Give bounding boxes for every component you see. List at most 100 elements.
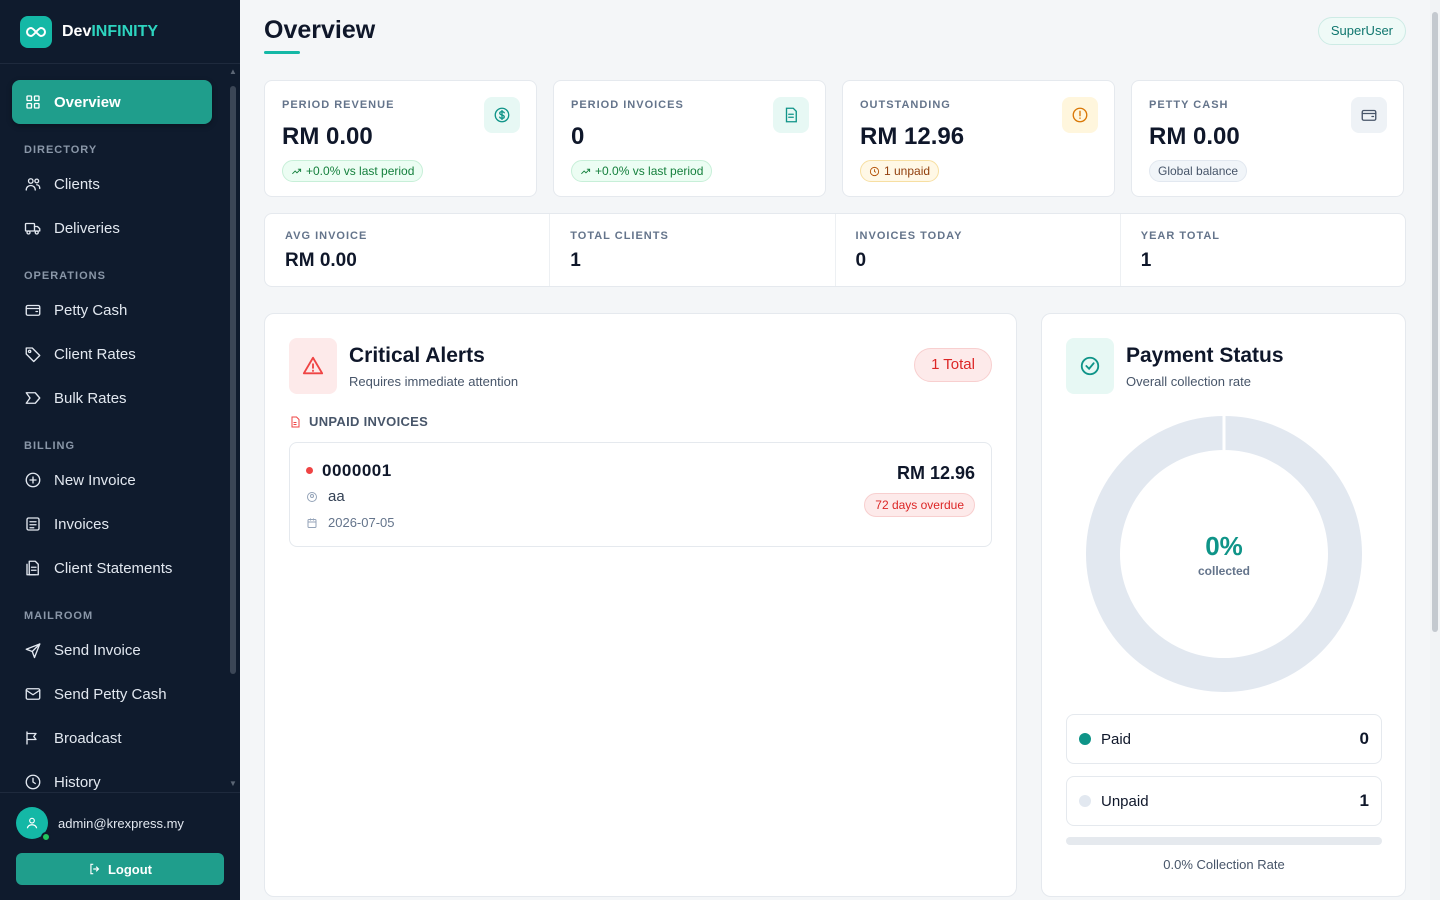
- payment-status-panel: Payment Status Overall collection rate 0…: [1041, 313, 1406, 897]
- sidebar-item-label: Bulk Rates: [54, 389, 127, 407]
- unpaid-dot: [1079, 795, 1091, 807]
- stat-label: PETTY CASH: [1149, 99, 1229, 111]
- users-icon: [25, 178, 41, 191]
- legend-paid: Paid 0: [1066, 714, 1382, 764]
- mini-stat-label: YEAR TOTAL: [1140, 230, 1221, 242]
- paid-dot: [1079, 733, 1091, 745]
- overdue-badge: 72 days overdue: [864, 493, 975, 517]
- collection-rate-bar: [1066, 837, 1382, 845]
- stat-label: OUTSTANDING: [860, 99, 951, 111]
- invoice-alert-item[interactable]: 0000001 aa 2026-07-05 RM 12.96 72 days o…: [289, 442, 992, 547]
- stat-card-period-invoices: PERIOD INVOICES 0 +0.0% vs last period: [553, 80, 826, 197]
- file-icon: [773, 97, 809, 133]
- sidebar-item-label: Overview: [54, 93, 121, 111]
- main-scroll-thumb[interactable]: [1432, 12, 1438, 632]
- trend-up-icon: [581, 168, 591, 174]
- mini-stat-value: RM 0.00: [285, 250, 357, 271]
- plus-circle-icon: [25, 472, 41, 488]
- invoice-client: aa: [306, 488, 345, 505]
- invoice-number: 0000001: [322, 461, 392, 480]
- stat-value: RM 0.00: [282, 123, 373, 150]
- send-icon: [25, 643, 41, 659]
- scroll-down-arrow-icon[interactable]: ▼: [229, 779, 237, 788]
- avatar[interactable]: [16, 807, 51, 842]
- sidebar-scroll-thumb[interactable]: [230, 86, 236, 674]
- sidebar-item-label: Client Rates: [54, 345, 136, 363]
- sidebar-item-send-invoice[interactable]: Send Invoice: [12, 628, 212, 672]
- mini-stat-value: 1: [570, 250, 581, 271]
- tag-icon: [25, 347, 41, 363]
- sidebar-item-overview[interactable]: Overview: [12, 80, 212, 124]
- user-email: admin@krexpress.my: [58, 815, 184, 831]
- sidebar-item-client-statements[interactable]: Client Statements: [12, 546, 212, 590]
- title-underline: [264, 51, 300, 54]
- megaphone-icon: [26, 731, 37, 745]
- check-circle-icon: [1066, 338, 1114, 394]
- invoice-amount: RM 12.96: [896, 463, 975, 483]
- calendar-icon: [307, 518, 317, 528]
- trend-up-icon: [292, 168, 302, 174]
- brand-name: DevINFINITY: [62, 22, 159, 40]
- stat-card-petty-cash: PETTY CASH RM 0.00 Global balance: [1131, 80, 1404, 197]
- sidebar-item-label: Send Petty Cash: [54, 685, 167, 703]
- collected-percent: 0%: [1205, 530, 1243, 561]
- stat-label: PERIOD REVENUE: [282, 99, 395, 111]
- role-badge[interactable]: SuperUser: [1317, 17, 1406, 45]
- sidebar-item-bulk-rates[interactable]: Bulk Rates: [12, 376, 212, 420]
- main-content: Overview SuperUser PERIOD REVENUE RM 0.00…: [240, 0, 1430, 900]
- mini-stat-label: AVG INVOICE: [285, 230, 368, 242]
- receipt-icon: [26, 517, 40, 531]
- main-scrollbar[interactable]: [1430, 0, 1440, 900]
- sidebar-item-label: Petty Cash: [54, 301, 128, 319]
- label-icon: [25, 392, 41, 404]
- user-icon: [26, 817, 38, 829]
- sidebar-item-petty-cash[interactable]: Petty Cash: [12, 288, 212, 332]
- sidebar-scrollbar[interactable]: ▲ ▼: [228, 67, 237, 788]
- sidebar-item-invoices[interactable]: Invoices: [12, 502, 212, 546]
- collection-rate-text: 0.0% Collection Rate: [1163, 857, 1285, 872]
- overdue-dot: [306, 467, 313, 474]
- user-panel: admin@krexpress.my Logout: [0, 792, 240, 900]
- file-icon: [291, 416, 300, 427]
- unpaid-count: 1: [1359, 791, 1369, 810]
- nav-section-billing: BILLING: [24, 440, 75, 452]
- invoice-date: 2026-07-05: [306, 515, 395, 530]
- wallet-icon: [1351, 97, 1387, 133]
- client-icon: [307, 491, 317, 502]
- clock-icon: [869, 166, 880, 176]
- collection-donut: 0% collected: [1086, 416, 1362, 692]
- payment-title: Payment Status: [1126, 344, 1284, 367]
- stat-value: RM 12.96: [860, 123, 965, 150]
- sidebar-item-history[interactable]: History: [12, 760, 212, 792]
- mini-stat-year-total: YEAR TOTAL 1: [1121, 214, 1405, 286]
- sidebar-item-new-invoice[interactable]: New Invoice: [12, 458, 212, 502]
- sidebar-item-clients[interactable]: Clients: [12, 162, 212, 206]
- stat-card-period-revenue: PERIOD REVENUE RM 0.00 +0.0% vs last perio…: [264, 80, 537, 197]
- online-status-dot: [41, 832, 51, 842]
- logout-icon: [90, 863, 100, 875]
- paid-count: 0: [1359, 729, 1369, 748]
- sidebar-item-broadcast[interactable]: Broadcast: [12, 716, 212, 760]
- payment-subtitle: Overall collection rate: [1126, 374, 1251, 389]
- nav-section-directory: DIRECTORY: [24, 144, 98, 156]
- alerts-total-badge: 1 Total: [914, 348, 992, 382]
- sidebar-item-label: Send Invoice: [54, 641, 141, 659]
- sidebar-item-client-rates[interactable]: Client Rates: [12, 332, 212, 376]
- alerts-title: Critical Alerts: [349, 344, 485, 367]
- sidebar-item-send-petty-cash[interactable]: Send Petty Cash: [12, 672, 212, 716]
- stat-trend-pill: +0.0% vs last period: [571, 160, 713, 182]
- sidebar-item-deliveries[interactable]: Deliveries: [12, 206, 212, 250]
- alert-circle-icon: [1062, 97, 1098, 133]
- document-icon: [26, 560, 39, 576]
- page-title: Overview: [264, 16, 376, 44]
- stat-trend-pill: +0.0% vs last period: [282, 160, 424, 182]
- unpaid-invoices-heading: UNPAID INVOICES: [289, 414, 428, 429]
- mini-stat-value: 0: [855, 250, 867, 271]
- brand[interactable]: DevINFINITY: [0, 0, 240, 64]
- scroll-up-arrow-icon[interactable]: ▲: [229, 67, 237, 76]
- mini-stat-avg-invoice: AVG INVOICE RM 0.00: [265, 214, 551, 286]
- mini-stat-label: TOTAL CLIENTS: [570, 230, 669, 242]
- mail-icon: [25, 688, 41, 700]
- logout-button[interactable]: Logout: [16, 853, 224, 885]
- sidebar: DevINFINITY Overview DIRECTORY Clients Deli…: [0, 0, 240, 900]
